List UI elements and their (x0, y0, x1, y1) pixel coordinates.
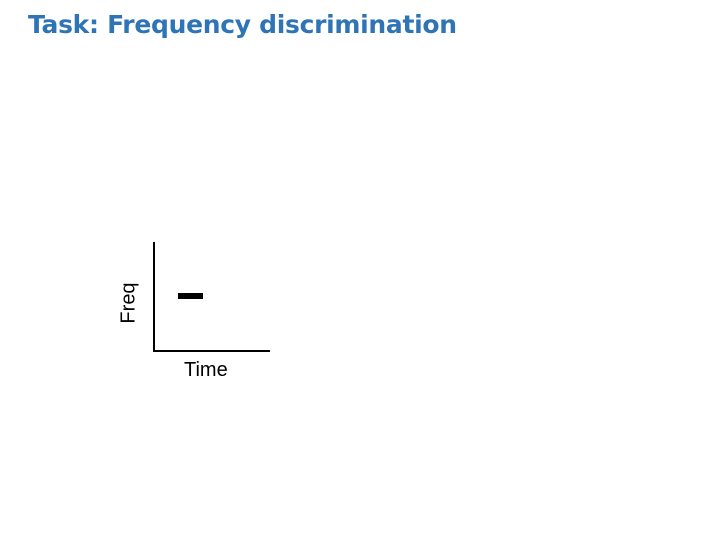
x-axis-line (153, 350, 270, 352)
slide-title: Task: Frequency discrimination (28, 10, 457, 39)
x-axis-label: Time (184, 359, 228, 381)
y-axis-label: Freq (117, 282, 140, 324)
tone-mark (178, 293, 203, 299)
y-axis-line (153, 242, 155, 352)
